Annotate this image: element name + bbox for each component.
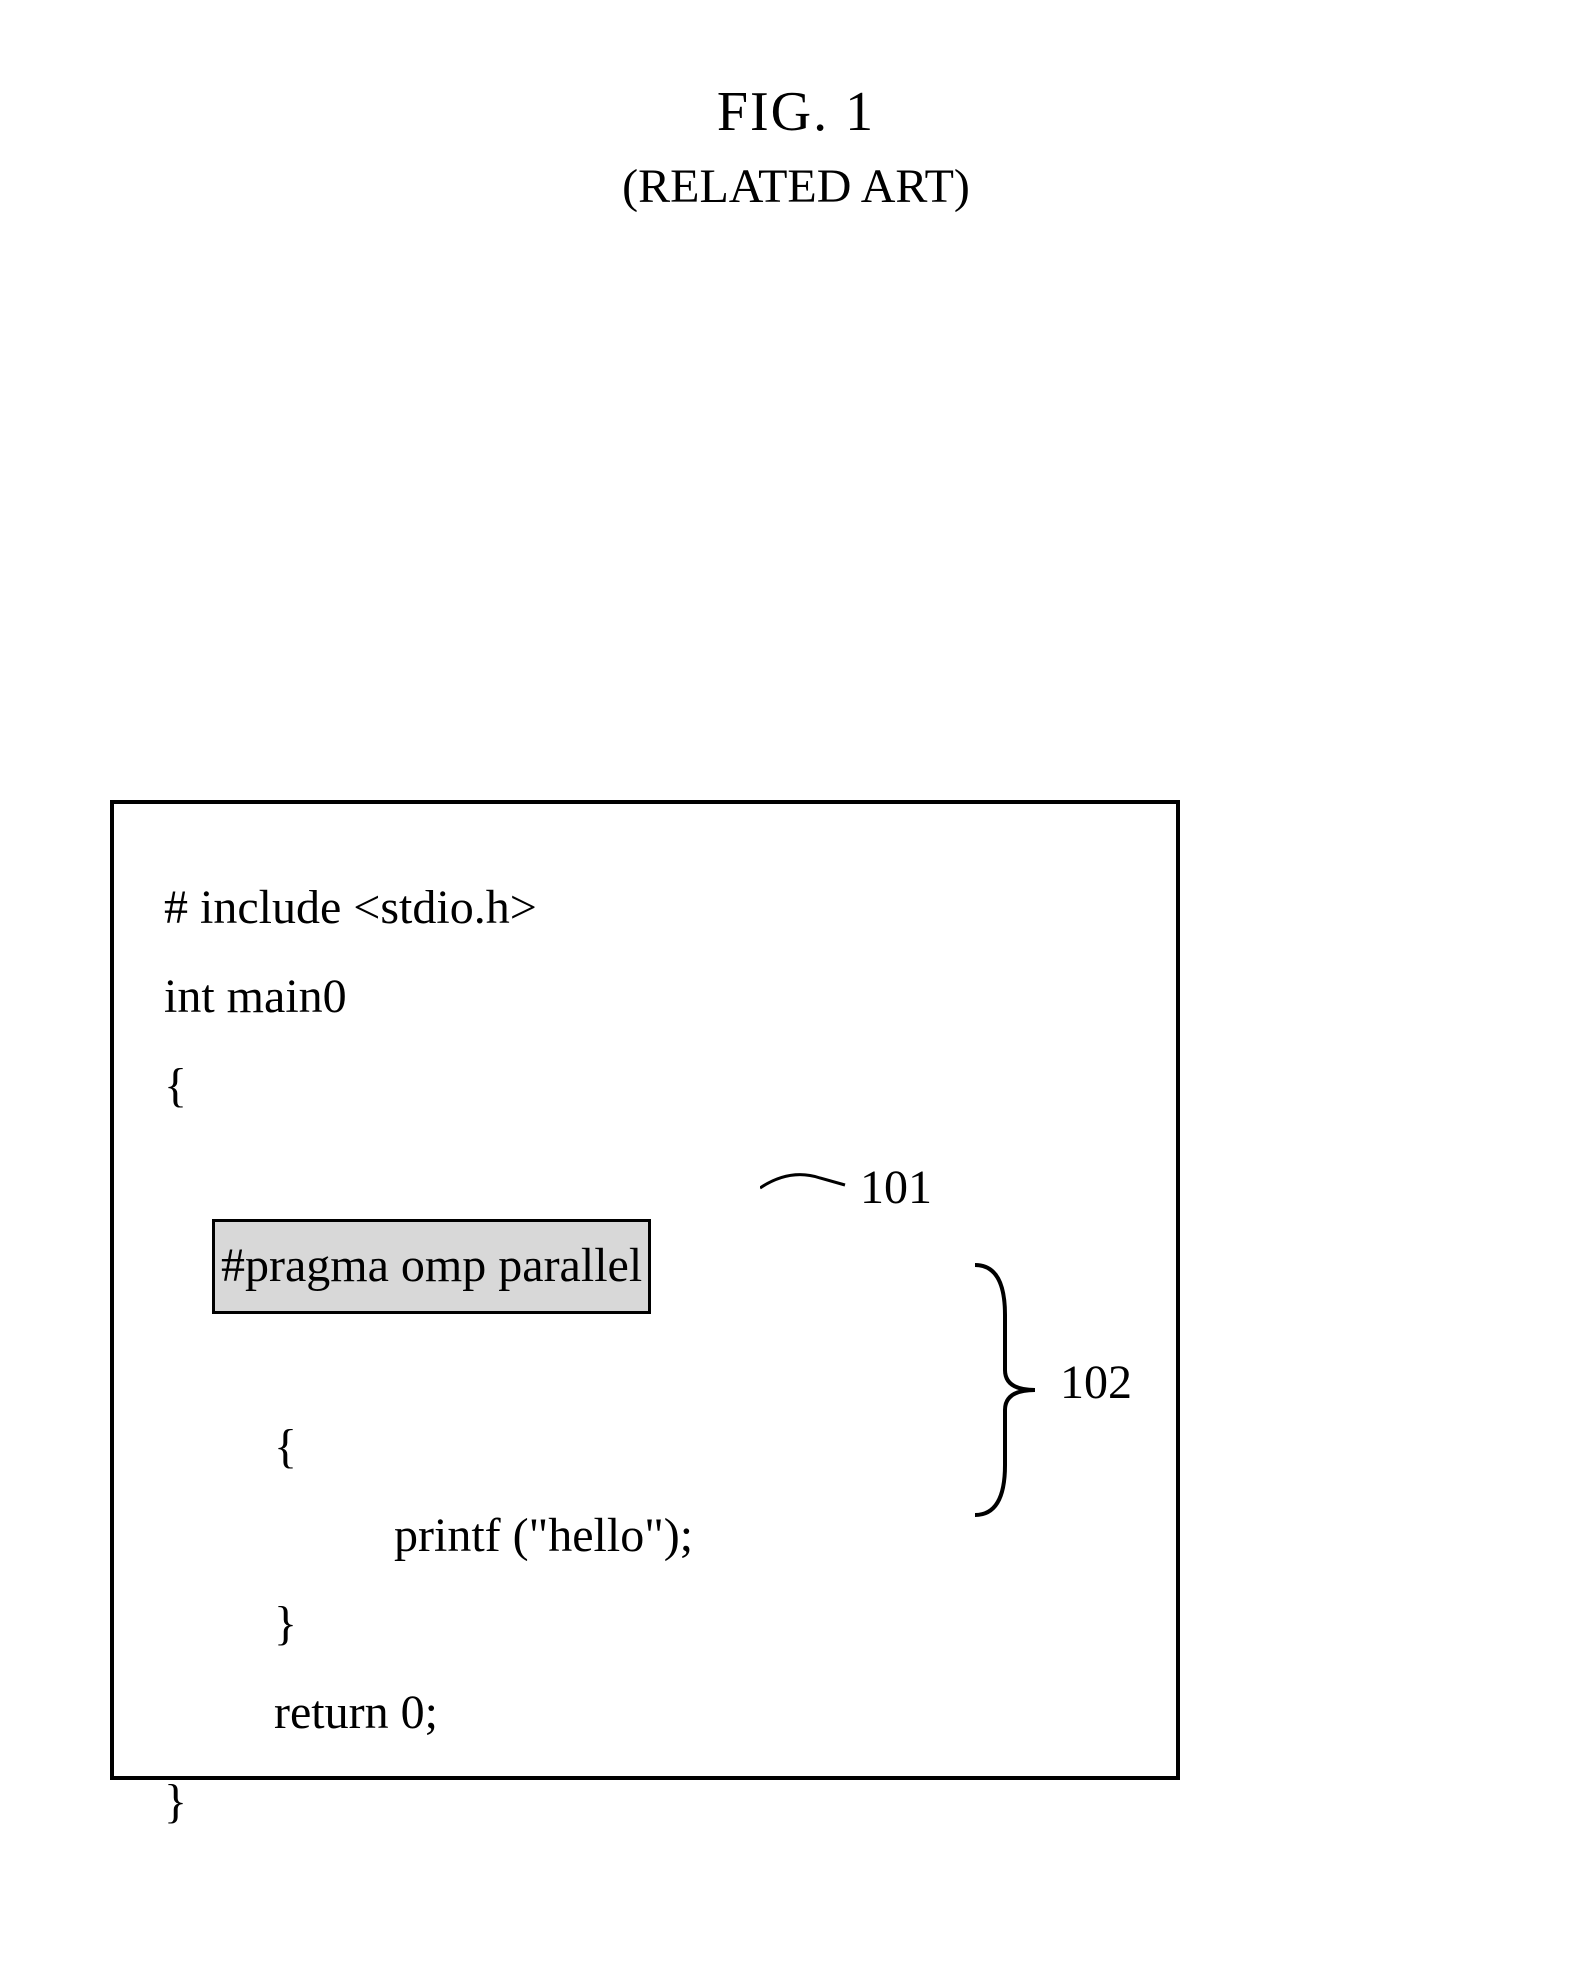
callout-101: 101 (760, 1160, 932, 1215)
figure-number: FIG. 1 (0, 80, 1592, 144)
highlighted-pragma: #pragma omp parallel (212, 1219, 651, 1314)
code-line-close-brace: } (164, 1758, 1126, 1847)
code-line-inner-close: } (164, 1580, 1126, 1669)
callout-label-101: 101 (860, 1160, 932, 1215)
callout-label-102: 102 (1060, 1355, 1132, 1410)
code-line-include: # include <stdio.h> (164, 864, 1126, 953)
code-line-return: return 0; (164, 1669, 1126, 1758)
code-line-main: int main0 (164, 953, 1126, 1042)
figure-subtitle: (RELATED ART) (0, 159, 1592, 214)
brace-icon (965, 1255, 1045, 1525)
code-line-open-brace: { (164, 1042, 1126, 1131)
callout-line-icon (760, 1163, 850, 1213)
brace-102 (965, 1255, 1045, 1525)
figure-title: FIG. 1 (RELATED ART) (0, 80, 1592, 214)
